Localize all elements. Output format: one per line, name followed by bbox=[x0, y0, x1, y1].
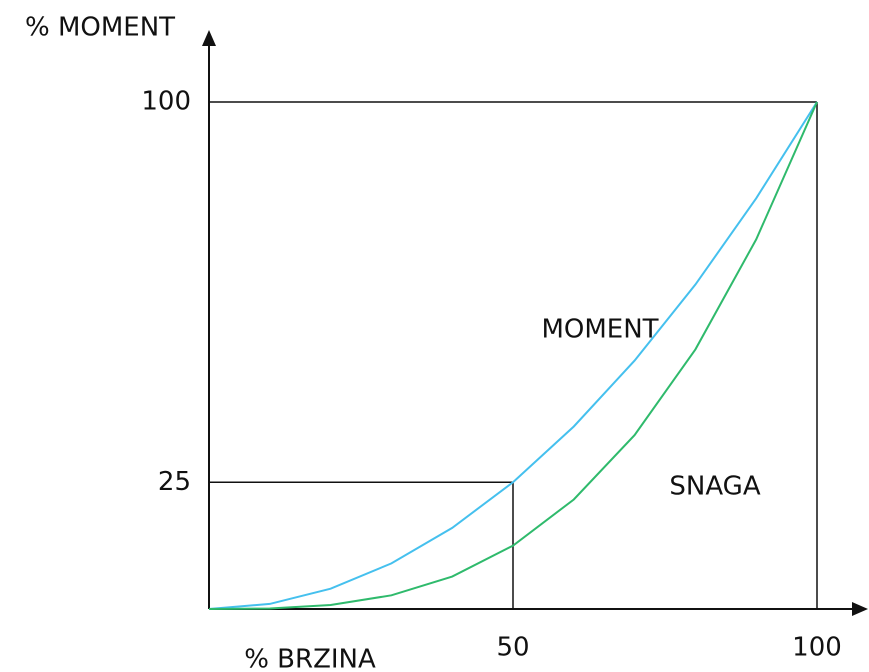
x-axis-label: % BRZINA bbox=[244, 645, 376, 672]
curve-label: SNAGA bbox=[669, 472, 760, 502]
curve bbox=[208, 101, 818, 610]
y-tick-label: 100 bbox=[141, 87, 191, 117]
curve-label: MOMENT bbox=[541, 315, 658, 345]
x-tick-label: 50 bbox=[496, 633, 529, 663]
x-tick-label: 100 bbox=[792, 633, 842, 663]
y-tick-label: 25 bbox=[158, 467, 191, 497]
x-axis-arrow bbox=[852, 602, 868, 616]
y-axis-label: % MOMENT bbox=[25, 13, 175, 43]
y-axis-arrow bbox=[202, 30, 216, 46]
curve bbox=[208, 101, 818, 610]
